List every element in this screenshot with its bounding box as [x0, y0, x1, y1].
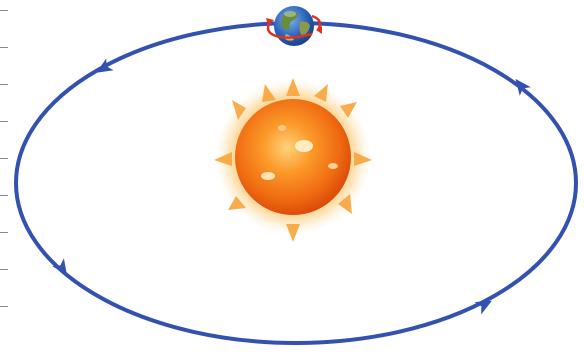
orbit-arrow-bottom-left [52, 258, 68, 276]
margin-tick [0, 158, 8, 159]
margin-tick [0, 269, 8, 270]
margin-tick [0, 10, 8, 11]
orbit-arrow-top-left [96, 58, 114, 73]
margin-tick [0, 306, 8, 307]
margin-tick [0, 232, 8, 233]
margin-tick [0, 47, 8, 48]
margin-tick [0, 121, 8, 122]
sun-icon [214, 78, 372, 242]
orbit-arrow-bottom-right [474, 300, 492, 315]
margin-tick [0, 195, 8, 196]
orbit-arrow-top-right [515, 78, 531, 96]
earth-icon [266, 6, 322, 46]
margin-tick [0, 84, 8, 85]
